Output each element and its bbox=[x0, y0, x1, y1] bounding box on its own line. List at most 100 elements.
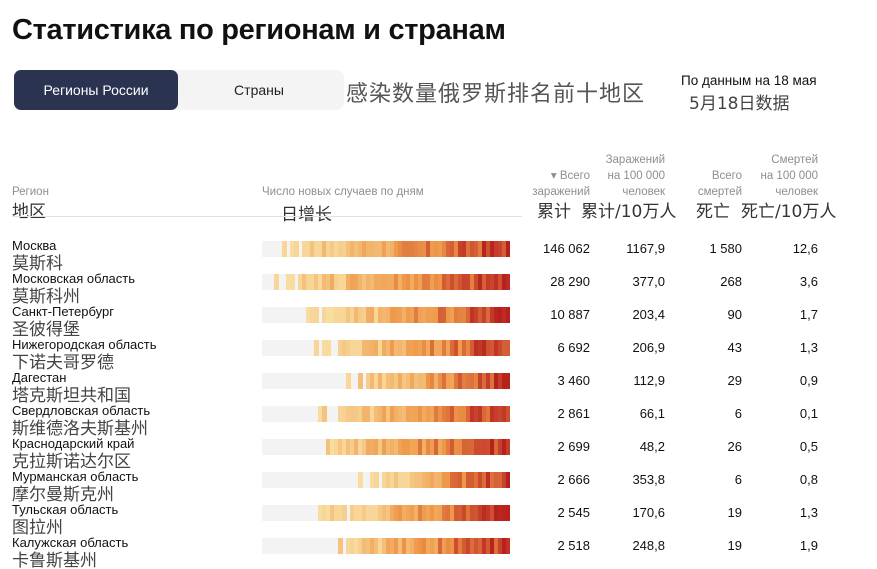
deaths-per-100k: 1,7 bbox=[799, 307, 818, 322]
heatmap-cell bbox=[454, 274, 459, 290]
heatmap-cell bbox=[434, 274, 439, 290]
heatmap-cell bbox=[410, 406, 415, 422]
heatmap-cell bbox=[418, 241, 423, 257]
heatmap-cell bbox=[366, 307, 371, 323]
heatmap-cell bbox=[426, 472, 431, 488]
heatmap-cell bbox=[326, 505, 331, 521]
header-deaths[interactable]: Всего смертей bbox=[672, 168, 742, 200]
heatmap-cell bbox=[442, 538, 447, 554]
table-row[interactable]: Калужская область 卡鲁斯基州 2 518 248,8 19 1… bbox=[0, 535, 877, 569]
region-name: Свердловская область bbox=[12, 403, 151, 418]
header-per100k-line2: на 100 000 bbox=[607, 170, 665, 182]
heatmap-cell bbox=[390, 340, 395, 356]
heatmap-cell bbox=[374, 505, 379, 521]
heatmap-cell bbox=[430, 274, 435, 290]
heatmap-cell bbox=[406, 241, 411, 257]
heatmap-cell bbox=[358, 274, 363, 290]
region-name-translation: 克拉斯诺达尔区 bbox=[12, 452, 131, 472]
heatmap-cell bbox=[454, 373, 459, 389]
heatmap-cell bbox=[370, 472, 375, 488]
heatmap-cell bbox=[406, 406, 411, 422]
heatmap-cell bbox=[354, 406, 359, 422]
heatmap-cell bbox=[386, 472, 391, 488]
heatmap-cell bbox=[318, 274, 323, 290]
heatmap-cell bbox=[410, 274, 415, 290]
heatmap-cell bbox=[446, 406, 451, 422]
heatmap-cell bbox=[290, 241, 295, 257]
heatmap-cell bbox=[494, 538, 499, 554]
header-total-cases[interactable]: ▾ Всего заражений bbox=[510, 168, 590, 200]
heatmap-cell bbox=[374, 406, 379, 422]
heatmap-cell bbox=[350, 538, 355, 554]
heatmap-cell bbox=[498, 307, 503, 323]
heatmap-cell bbox=[386, 439, 391, 455]
table-row[interactable]: Московская область 莫斯科州 28 290 377,0 268… bbox=[0, 271, 877, 307]
heatmap-cell bbox=[438, 241, 443, 257]
heatmap-cell bbox=[446, 274, 451, 290]
heatmap-cell bbox=[362, 274, 367, 290]
heatmap-cell bbox=[418, 307, 423, 323]
table-row[interactable]: Санкт-Петербург 圣彼得堡 10 887 203,4 90 1,7 bbox=[0, 304, 877, 340]
tab-countries[interactable]: Страны bbox=[234, 82, 284, 98]
heatmap-cell bbox=[406, 274, 411, 290]
daily-cases-heatmap bbox=[262, 439, 510, 455]
heatmap-cell bbox=[490, 241, 495, 257]
heatmap-cell bbox=[498, 439, 503, 455]
heatmap-cell bbox=[366, 439, 371, 455]
deaths-per-100k: 12,6 bbox=[792, 241, 818, 256]
heatmap-cell bbox=[414, 406, 419, 422]
table-row[interactable]: Свердловская область 斯维德洛夫斯基州 2 861 66,1… bbox=[0, 403, 877, 439]
table-row[interactable]: Дагестан 塔克斯坦共和国 3 460 112,9 29 0,9 bbox=[0, 370, 877, 406]
header-cases-per-100k[interactable]: Заражений на 100 000 человек bbox=[585, 152, 665, 200]
header-per100k-line3: человек bbox=[622, 186, 665, 198]
deaths-per-100k: 1,3 bbox=[799, 340, 818, 355]
table-row[interactable]: Москва 莫斯科 146 062 1167,9 1 580 12,6 bbox=[0, 238, 877, 274]
table-row[interactable]: Мурманская область 摩尔曼斯克州 2 666 353,8 6 … bbox=[0, 469, 877, 505]
header-region-translation: 地区 bbox=[12, 202, 46, 222]
heatmap-cell bbox=[478, 340, 483, 356]
heatmap-cell bbox=[402, 472, 407, 488]
table-row[interactable]: Нижегородская область 下诺夫哥罗德 6 692 206,9… bbox=[0, 337, 877, 373]
total-deaths: 43 bbox=[727, 340, 742, 355]
heatmap-cell bbox=[382, 274, 387, 290]
region-name-translation: 莫斯科州 bbox=[12, 287, 80, 307]
heatmap-cell bbox=[398, 373, 403, 389]
deaths-per-100k: 0,5 bbox=[799, 439, 818, 454]
heatmap-cell bbox=[318, 505, 323, 521]
total-deaths: 6 bbox=[734, 472, 742, 487]
daily-cases-heatmap bbox=[262, 307, 510, 323]
heatmap-cell bbox=[474, 472, 479, 488]
heatmap-cell bbox=[450, 505, 455, 521]
heatmap-cell bbox=[462, 340, 467, 356]
heatmap-cell bbox=[410, 538, 415, 554]
heatmap-cell bbox=[506, 538, 510, 554]
heatmap-cell bbox=[366, 274, 371, 290]
heatmap-cell bbox=[474, 307, 479, 323]
region-name: Тульская область bbox=[12, 502, 119, 517]
heatmap-cell bbox=[410, 505, 415, 521]
heatmap-cell bbox=[362, 241, 367, 257]
table-row[interactable]: Краснодарский край 克拉斯诺达尔区 2 699 48,2 26… bbox=[0, 436, 877, 472]
heatmap-cell bbox=[338, 406, 343, 422]
heatmap-cell bbox=[450, 373, 455, 389]
tab-russian-regions[interactable]: Регионы России bbox=[14, 70, 178, 110]
table-row[interactable]: Тульская область 图拉州 2 545 170,6 19 1,3 bbox=[0, 502, 877, 538]
heatmap-cell bbox=[466, 538, 471, 554]
heatmap-cell bbox=[318, 241, 323, 257]
header-total-line1: ▾ Всего bbox=[550, 170, 590, 182]
heatmap-cell bbox=[330, 307, 335, 323]
heatmap-cell bbox=[462, 538, 467, 554]
heatmap-cell bbox=[402, 340, 407, 356]
heatmap-cell bbox=[426, 307, 431, 323]
heatmap-cell bbox=[470, 340, 475, 356]
region-name: Москва bbox=[12, 238, 57, 253]
heatmap-cell bbox=[498, 274, 503, 290]
heatmap-cell bbox=[502, 538, 507, 554]
heatmap-cell bbox=[490, 505, 495, 521]
heatmap-cell bbox=[366, 538, 371, 554]
region-name: Краснодарский край bbox=[12, 436, 135, 451]
heatmap-cell bbox=[494, 241, 499, 257]
header-deaths-per-100k[interactable]: Смертей на 100 000 человек bbox=[738, 152, 818, 200]
heatmap-cell bbox=[506, 439, 510, 455]
heatmap-cell bbox=[378, 538, 383, 554]
